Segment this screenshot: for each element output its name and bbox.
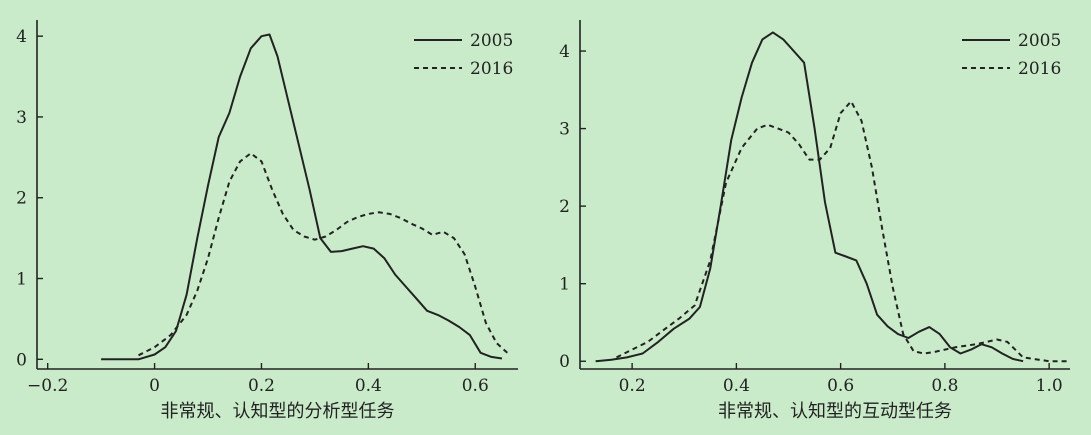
chart-1-y-tick-label: 4 (16, 27, 27, 47)
chart-2-legend-label-2005: 2005 (1018, 31, 1061, 51)
chart-1-x-tick-label: 0.6 (462, 376, 489, 396)
chart-1-legend-label-2016: 2016 (470, 59, 513, 79)
chart-1-series-2016-line (138, 152, 508, 357)
chart-2-x-tick-label: 0.2 (619, 376, 646, 396)
chart-1-y-tick-label: 1 (16, 270, 27, 290)
chart-2-x-tick-label: 1.0 (1036, 376, 1063, 396)
chart-2-y-tick-label: 0 (559, 352, 570, 372)
chart-2-x-axis-title: 非常规、认知型的互动型任务 (718, 401, 952, 422)
chart-2-y-tick-label: 2 (559, 197, 570, 217)
chart-1-x-tick-label: 0.4 (355, 376, 382, 396)
chart-1-y-tick-label: 2 (16, 189, 27, 209)
chart-2-x-tick-label: 0.8 (931, 376, 958, 396)
chart-1-y-tick-label: 0 (16, 350, 27, 370)
chart-1-series-2005-line (101, 33, 503, 361)
chart-2-y-tick-label: 1 (559, 275, 570, 295)
chart-2-y-tick-label: 3 (559, 120, 570, 140)
chart-1-x-tick-label: 0 (149, 376, 160, 396)
chart-1-legend-label-2005: 2005 (470, 31, 513, 51)
chart-1-x-axis-title: 非常规、认知型的分析型任务 (161, 401, 395, 422)
chart-2-x-tick-label: 0.6 (827, 376, 854, 396)
chart-2-series-2005-line (595, 31, 1024, 363)
chart-1-x-tick-label: 0.2 (248, 376, 275, 396)
chart-2-x-tick-label: 0.4 (723, 376, 750, 396)
chart-1-y-tick-label: 3 (16, 108, 27, 128)
chart-2-y-tick-label: 4 (559, 42, 570, 62)
chart-2-legend-label-2016: 2016 (1018, 59, 1061, 79)
chart-1-x-tick-label: −0.2 (27, 376, 68, 396)
